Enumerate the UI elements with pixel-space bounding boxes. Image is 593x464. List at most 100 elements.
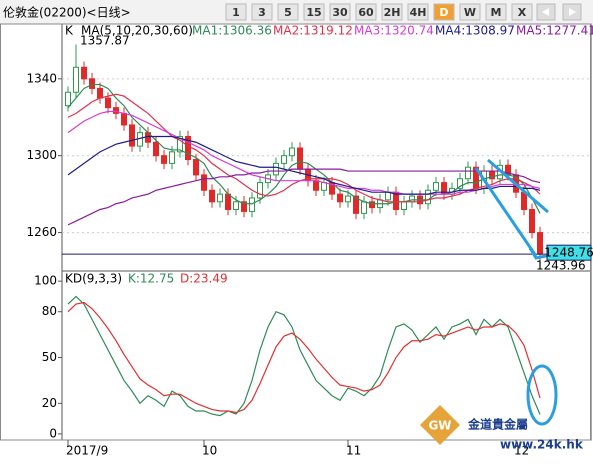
candle-body	[313, 180, 319, 191]
legend-entry: K:12.75	[128, 272, 174, 286]
candle-body	[121, 112, 127, 126]
timeframe-button[interactable]	[485, 3, 507, 21]
candle-body	[393, 191, 399, 210]
y-tick-label: 1300	[26, 148, 57, 162]
button-label: X	[518, 6, 527, 19]
y-tick-label: 100	[34, 274, 57, 288]
trend-line	[487, 158, 549, 214]
x-tick-label: 2017/9	[66, 444, 108, 458]
timeframe-button[interactable]	[355, 3, 377, 21]
candle-body	[233, 201, 239, 210]
candle-body	[353, 195, 359, 214]
timeframe-button[interactable]	[511, 3, 533, 21]
candle-body	[209, 189, 215, 203]
timeframe-button[interactable]	[459, 3, 481, 21]
last-price-label: 1248.76	[544, 246, 593, 260]
candle-body	[345, 195, 351, 203]
frame	[0, 23, 591, 441]
button-label: 15	[306, 6, 321, 19]
button-label: M	[491, 6, 502, 19]
candle-body	[201, 174, 207, 191]
indicator-line	[67, 295, 541, 417]
candle-body	[289, 147, 295, 157]
legend-entry: MA5:1277.41	[516, 24, 593, 38]
indicator-line	[67, 93, 541, 203]
indicator-line	[67, 135, 541, 195]
button-label: 30	[332, 6, 348, 19]
button-label: 1	[232, 6, 240, 19]
candle-body	[409, 195, 415, 203]
y-tick-label: 0	[49, 426, 57, 440]
button-label: W	[464, 6, 476, 19]
high-label: 1357.87	[80, 34, 130, 48]
trend-line	[474, 167, 538, 257]
candle-body	[337, 193, 343, 203]
x-tick-label: 10	[202, 444, 217, 458]
timeframe-button[interactable]	[251, 3, 273, 21]
candle-body	[457, 178, 463, 189]
logo-url: www.24k.hk	[500, 438, 584, 452]
candle-body	[73, 66, 79, 93]
candle-body	[81, 66, 87, 80]
indicator-line	[67, 83, 541, 214]
kd-panel	[61, 270, 592, 441]
logo-mark: GW	[428, 419, 451, 433]
indicator-line	[67, 110, 541, 195]
legend-entry: MA2:1319.12	[273, 24, 353, 38]
button-label: 5	[284, 6, 292, 19]
candle-body	[113, 107, 119, 114]
y-tick-label: 20	[42, 396, 57, 410]
timeframe-button[interactable]	[381, 3, 403, 21]
candle-body	[89, 78, 95, 89]
candle-body	[249, 197, 255, 212]
candle-body	[385, 191, 391, 201]
main-panel	[61, 23, 592, 272]
logo-name: 金道貴金屬	[467, 417, 528, 432]
candle-body	[433, 182, 439, 191]
trend-highlight	[474, 158, 558, 426]
legend-entry: D:23.49	[180, 272, 228, 286]
timeframe-button[interactable]	[277, 3, 299, 21]
logo: GW 金道貴金屬 www.24k.hk	[420, 405, 584, 452]
x-tick-label: 12	[514, 444, 529, 458]
legend-entry: MA1:1306.36	[192, 24, 272, 38]
candle-body	[161, 155, 167, 164]
candle-body	[129, 124, 135, 147]
timeframe-button[interactable]	[303, 3, 325, 21]
chart-title: K	[65, 24, 74, 38]
timeframe-button[interactable]	[407, 3, 429, 21]
candle-body	[425, 189, 431, 205]
legend-entry: MA3:1320.74	[354, 24, 434, 38]
timeframe-button[interactable]	[329, 3, 351, 21]
timeframe-buttons: 1 3 5 15 30 60 2H 4H D W M X	[225, 3, 533, 21]
last-price-box	[546, 244, 592, 261]
candle-body	[529, 209, 535, 234]
button-label: 60	[358, 6, 374, 19]
logo-mark-bg	[420, 405, 460, 445]
candle-body	[521, 191, 527, 210]
nav-left-icon	[542, 8, 549, 16]
timeframe-button[interactable]	[433, 3, 455, 21]
indicator-line	[67, 301, 541, 414]
candle-body	[153, 141, 159, 157]
candle-body	[105, 97, 111, 109]
candle-body	[241, 201, 247, 212]
candle-body	[193, 159, 199, 176]
button-label: 3	[258, 6, 266, 19]
candle-body	[361, 201, 367, 214]
indicator-line	[67, 168, 541, 226]
candle-body	[369, 201, 375, 209]
candle-body	[177, 135, 183, 153]
chart-subtitle: MA(5,10,20,30,60)	[81, 24, 193, 38]
candle-body	[217, 193, 223, 203]
low-label: 1243.96	[536, 259, 586, 273]
candle-body	[185, 135, 191, 161]
chart-title: KD(9,3,3)	[65, 272, 122, 286]
candle-body	[225, 193, 231, 210]
candle-body	[297, 147, 303, 170]
highlight-ellipse	[526, 364, 558, 426]
y-tick-label: 80	[42, 304, 57, 318]
button-label: 2H	[384, 6, 401, 19]
timeframe-button[interactable]	[225, 3, 247, 21]
